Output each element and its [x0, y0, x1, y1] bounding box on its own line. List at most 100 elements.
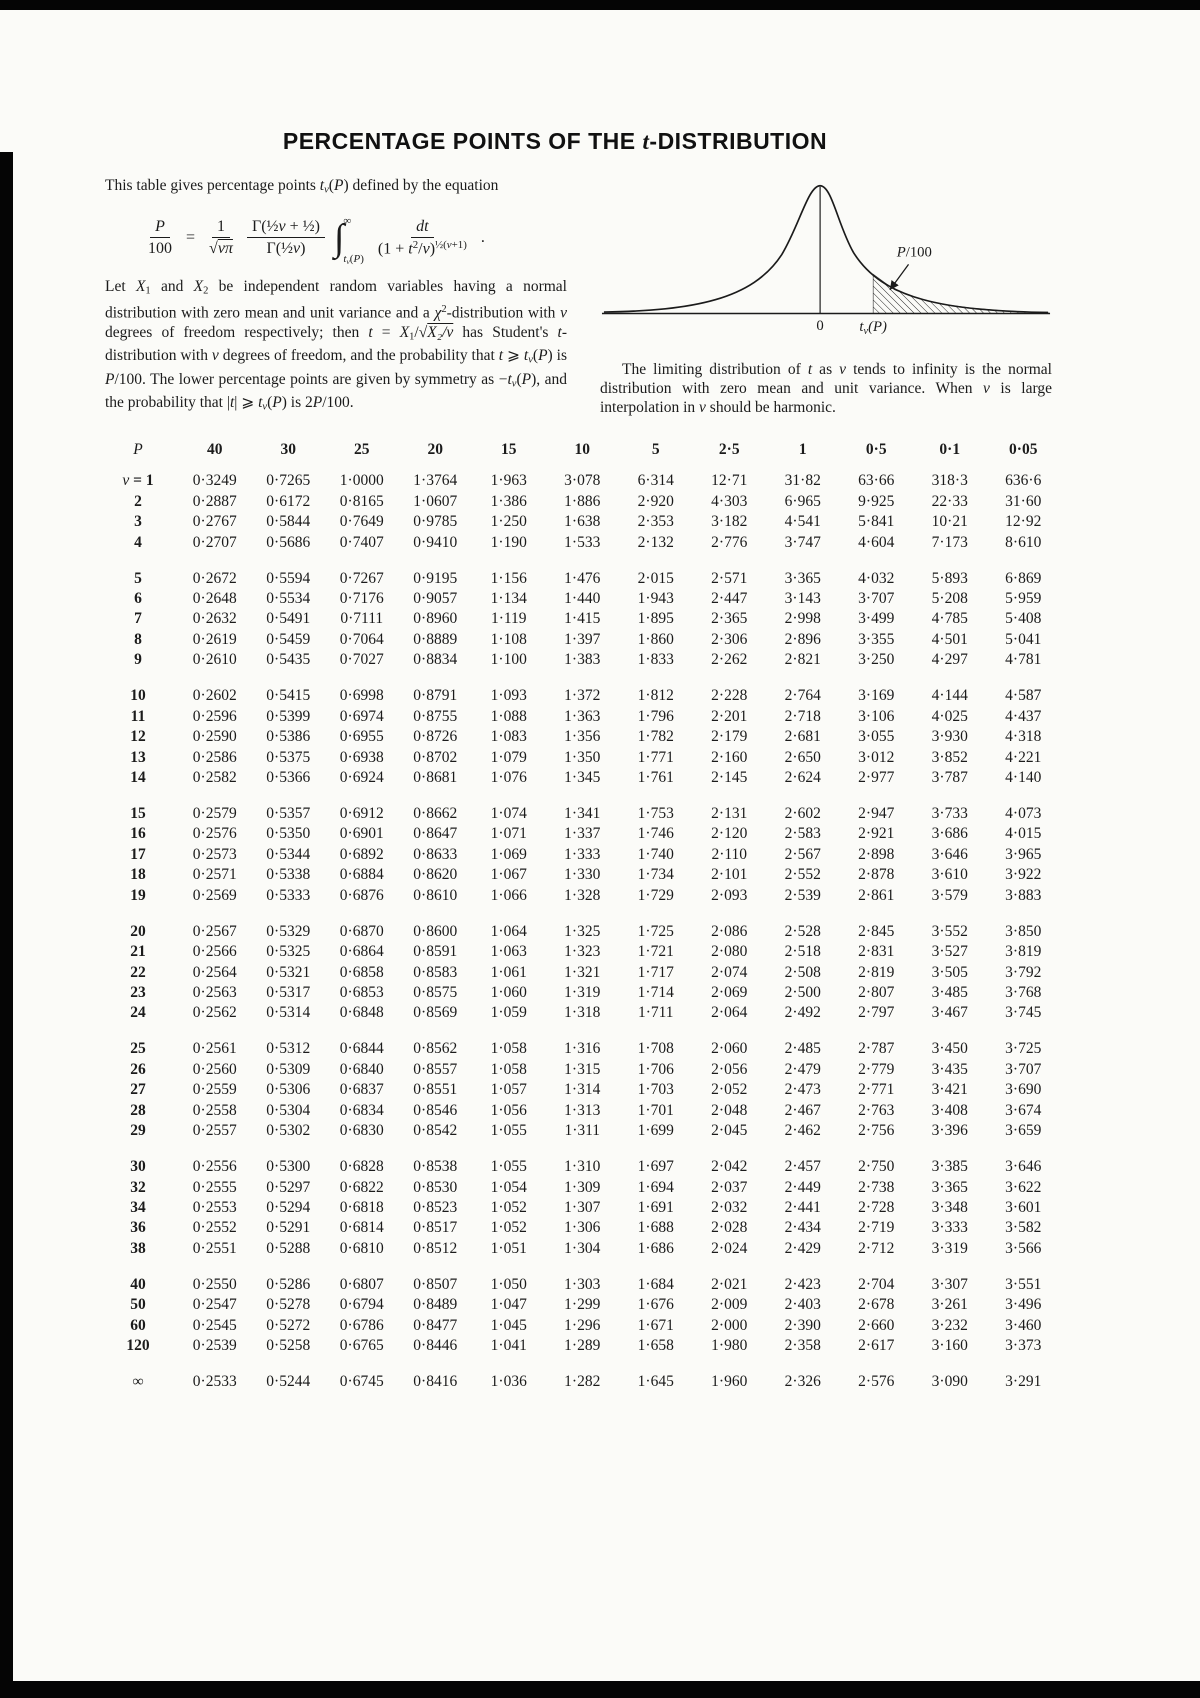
t-value: 1·397: [564, 630, 601, 648]
row-label-nu: 6: [134, 590, 142, 608]
t-value: 0·6858: [339, 963, 384, 981]
row-label-nu: 32: [130, 1178, 146, 1196]
t-value: 3·408: [931, 1101, 968, 1119]
t-value: 1·045: [490, 1316, 527, 1334]
t-value: 0·8583: [413, 963, 458, 981]
scan-artifact-left-bar: [0, 152, 13, 1682]
t-value: 2·500: [784, 983, 821, 1001]
t-value: 0·2556: [192, 1158, 237, 1176]
t-value: 1·694: [637, 1178, 674, 1196]
t-value: 4·303: [711, 492, 748, 510]
row-label-nu: 3: [134, 513, 142, 531]
text-run: should be harmonic.: [705, 399, 836, 416]
t-value: 1·708: [637, 1040, 674, 1058]
t-value: 2·660: [858, 1316, 895, 1334]
table-row-nu-8: 8 0·2619 0·5459 0·7064 0·8889 1·108 1·397 1·860…: [98, 630, 1060, 650]
t-value: 4·032: [858, 569, 895, 587]
t-value: 2·776: [711, 533, 748, 551]
text-run: P: [538, 347, 548, 365]
table-row-nu-25: 25 0·2561 0·5312 0·6844 0·8562 1·058 1·316 1·70…: [98, 1023, 1060, 1059]
t-value: 0·2887: [192, 492, 237, 510]
t-value: 1·328: [564, 886, 601, 904]
t-value: 2·024: [711, 1239, 748, 1257]
t-value: 1·676: [637, 1296, 674, 1314]
t-value: 0·5302: [266, 1121, 311, 1139]
t-value: 0·6818: [339, 1198, 384, 1216]
t-value: 0·2564: [192, 963, 237, 981]
t-value: 1·3764: [413, 472, 458, 490]
t-value: 0·5278: [266, 1296, 311, 1314]
t-value: 0·8620: [413, 866, 458, 884]
col-header-30: 30: [280, 441, 297, 459]
t-value: 2·423: [784, 1275, 821, 1293]
t-value: 2·977: [858, 768, 895, 786]
t-value: 2·787: [858, 1040, 895, 1058]
t-value: 2·353: [637, 513, 674, 531]
t-value: 2·052: [711, 1081, 748, 1099]
text-run: degrees of freedom, and the probability …: [218, 347, 499, 365]
t-value: 2·326: [784, 1373, 821, 1391]
t-value: 2·518: [784, 943, 821, 961]
text-run: ν: [446, 238, 452, 251]
t-value: 0·5244: [266, 1373, 311, 1391]
text-run: t: [523, 347, 529, 365]
row-label-nu: 38: [130, 1239, 146, 1257]
table-row-nu-7: 7 0·2632 0·5491 0·7111 0·8960 1·119 1·415 1·895…: [98, 609, 1060, 629]
t-value: 12·92: [1005, 513, 1042, 531]
t-value: 1·055: [490, 1158, 527, 1176]
t-value: 3·365: [784, 569, 821, 587]
t-value: 0·5321: [266, 963, 311, 981]
t-value: 2·878: [858, 866, 895, 884]
t-value: 3·261: [931, 1296, 968, 1314]
row-label-nu: 8: [134, 630, 142, 648]
t-value: 7·173: [931, 533, 968, 551]
text-run: ) is: [547, 347, 567, 365]
t-value: 2·064: [711, 1004, 748, 1022]
t-value: 2·821: [784, 651, 821, 669]
text-run: X: [193, 277, 204, 295]
t-value: 0·6938: [339, 748, 384, 766]
t-value: 3·646: [931, 845, 968, 863]
t-value: 2·756: [858, 1121, 895, 1139]
t-value: 1·363: [564, 707, 601, 725]
t-value: 3·852: [931, 748, 968, 766]
t-value: 2·441: [784, 1198, 821, 1216]
row-label-nu: 50: [130, 1296, 146, 1314]
t-value: 3·527: [931, 943, 968, 961]
formula-gamma-numerator: Γ(½ν + ½): [246, 217, 325, 239]
t-value: 0·9410: [413, 533, 458, 551]
t-value: 2·457: [784, 1158, 821, 1176]
t-value: 2·492: [784, 1004, 821, 1022]
t-value: 0·6834: [339, 1101, 384, 1119]
t-value: 0·7649: [339, 513, 384, 531]
right-column: 0 tν(P) P/100 The limiting distribution …: [600, 166, 1052, 417]
t-value: 1·063: [490, 943, 527, 961]
t-value: 2·650: [784, 748, 821, 766]
col-header-25: 25: [354, 441, 370, 459]
integral-upper-limit: ∞: [343, 214, 352, 227]
t-value: 0·5314: [266, 1004, 311, 1022]
t-value: 0·2567: [192, 922, 237, 940]
t-value: 2·583: [784, 825, 821, 843]
t-value: 0·8633: [413, 845, 458, 863]
text-run: degrees of freedom respectively; then: [105, 323, 369, 341]
text-run: ν: [346, 256, 350, 266]
table-row-nu-4: 4 0·2707 0·5686 0·7407 0·9410 1·190 1·533 2·132…: [98, 532, 1060, 552]
t-value: 2·201: [711, 707, 748, 725]
t-value: 0·6814: [339, 1219, 384, 1237]
col-header-40: 40: [207, 441, 223, 459]
t-value: 3·143: [784, 590, 821, 608]
t-value: 1·383: [564, 651, 601, 669]
t-value: 2·228: [711, 687, 748, 705]
integral-lower-limit: tν(P): [343, 253, 363, 266]
t-value: 1·289: [564, 1336, 601, 1354]
text-run: t: [498, 347, 504, 365]
t-value: 3·787: [931, 768, 968, 786]
row-label-nu: 9: [134, 651, 142, 669]
scan-artifact-bottom-bar: [0, 1681, 1200, 1698]
t-value: 0·6998: [339, 687, 384, 705]
col-header-20: 20: [427, 441, 444, 459]
table-row-nu-14: 14 0·2582 0·5366 0·6924 0·8681 1·076 1·345 1·76…: [98, 768, 1060, 788]
row-label-nu: 28: [130, 1101, 146, 1119]
t-value: 0·5844: [266, 513, 311, 531]
